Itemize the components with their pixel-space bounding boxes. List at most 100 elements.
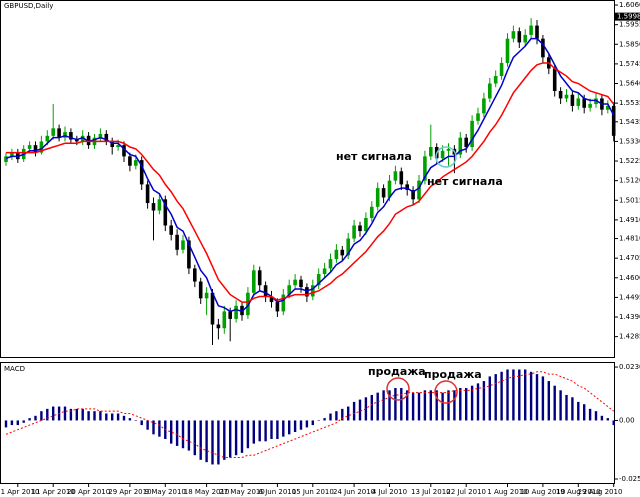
macd-bar [93, 411, 96, 421]
y-tick-label: 1.5955 [619, 21, 640, 29]
y-tick-label: 1.5120 [619, 177, 640, 185]
macd-bar [4, 420, 8, 428]
macd-bar [140, 420, 143, 426]
candle-body [51, 128, 55, 136]
macd-bar [394, 388, 397, 421]
macd-bar [565, 394, 568, 421]
macd-bar [276, 420, 279, 439]
candle-body [482, 98, 486, 114]
macd-bar [311, 420, 314, 426]
macd-bar [205, 420, 208, 463]
x-tick-label: 15 Jun 2010 [292, 488, 334, 496]
candle-body [529, 25, 533, 35]
macd-bar [28, 418, 31, 421]
annotation: продажа [424, 368, 482, 381]
macd-bar [459, 388, 462, 421]
macd-bar [258, 420, 261, 442]
macd-bar [494, 374, 497, 421]
x-tick-label: 1 Apr 2010 [1, 488, 40, 496]
macd-bar [105, 413, 108, 421]
macd-bar [571, 397, 574, 421]
candle-body [4, 156, 8, 162]
x-tick-label: 11 Apr 2010 [32, 488, 75, 496]
candle-body [564, 94, 569, 99]
candle-body [175, 234, 179, 250]
macd-bar [128, 418, 132, 421]
last-price-label: 1.5998 [617, 13, 640, 21]
candle-body [316, 274, 321, 286]
macd-bar [470, 385, 474, 421]
last-price-box [615, 12, 640, 21]
candle-body [358, 225, 362, 232]
macd-bar [75, 408, 78, 421]
macd-bar [388, 390, 391, 421]
macd-bar [600, 415, 604, 421]
candle-body [216, 324, 221, 329]
candle-body [299, 279, 303, 288]
macd-bar [299, 420, 303, 430]
candle-body [151, 203, 156, 211]
candle-body [346, 238, 350, 256]
candle-body [594, 98, 598, 105]
macd-bar [63, 406, 67, 421]
macd-bar [10, 420, 14, 426]
candle-body [340, 249, 345, 256]
candle-body [75, 139, 79, 142]
macd-bar [406, 390, 409, 421]
candle-body [352, 225, 356, 239]
candle-body [27, 145, 32, 149]
macd-bar [547, 381, 550, 421]
y-tick-label: 1.5225 [619, 157, 640, 165]
macd-bar [417, 392, 421, 421]
candle-body [39, 141, 44, 153]
candle-body [281, 294, 286, 312]
macd-bar [364, 397, 368, 421]
macd-bar [447, 390, 450, 421]
macd-bar [553, 385, 556, 421]
candle-body [305, 287, 309, 297]
macd-bar [370, 394, 373, 421]
y-tick-label: 1.4285 [619, 333, 640, 341]
macd-bar [246, 420, 250, 449]
candle-body [204, 292, 209, 299]
candle-body [86, 135, 91, 146]
candle-body [523, 34, 527, 43]
macd-bar [559, 390, 562, 421]
candle-body [252, 270, 256, 293]
macd-bar [506, 369, 509, 421]
macd-bar [323, 418, 326, 421]
y-tick-label: 0.00 [619, 416, 635, 424]
macd-bar [606, 418, 609, 421]
candle-body [606, 105, 610, 110]
y-tick-label: 1.4910 [619, 216, 640, 224]
y-tick-label: 1.4600 [619, 274, 640, 282]
macd-bar [22, 420, 25, 423]
highlight-circle [435, 146, 457, 168]
macd-bar [341, 408, 344, 421]
candle-body [293, 279, 297, 286]
candle-body [193, 268, 197, 282]
candle-body [263, 285, 268, 297]
x-tick-label: 19 Aug 2010 [556, 488, 601, 496]
candle-body [45, 135, 50, 142]
x-tick-label: 22 Jul 2010 [446, 488, 486, 496]
candle-body [588, 104, 592, 108]
y-tick-label: 1.5745 [619, 60, 640, 68]
candle-body [535, 25, 539, 39]
candle-body [411, 189, 415, 200]
macd-bar [46, 408, 49, 421]
macd-bar [293, 420, 297, 433]
macd-bar [181, 420, 185, 449]
candle-body [63, 132, 67, 138]
macd-bar [52, 406, 55, 421]
candle-body [246, 292, 250, 316]
candle-body [429, 147, 433, 157]
candle-body [405, 184, 409, 190]
macd-bar [270, 420, 273, 439]
macd-bar [347, 406, 350, 421]
macd-bar [476, 383, 480, 421]
macd-bar [500, 371, 503, 421]
macd-bar [240, 420, 244, 453]
macd-bar [529, 371, 533, 421]
macd-bar [594, 411, 598, 421]
